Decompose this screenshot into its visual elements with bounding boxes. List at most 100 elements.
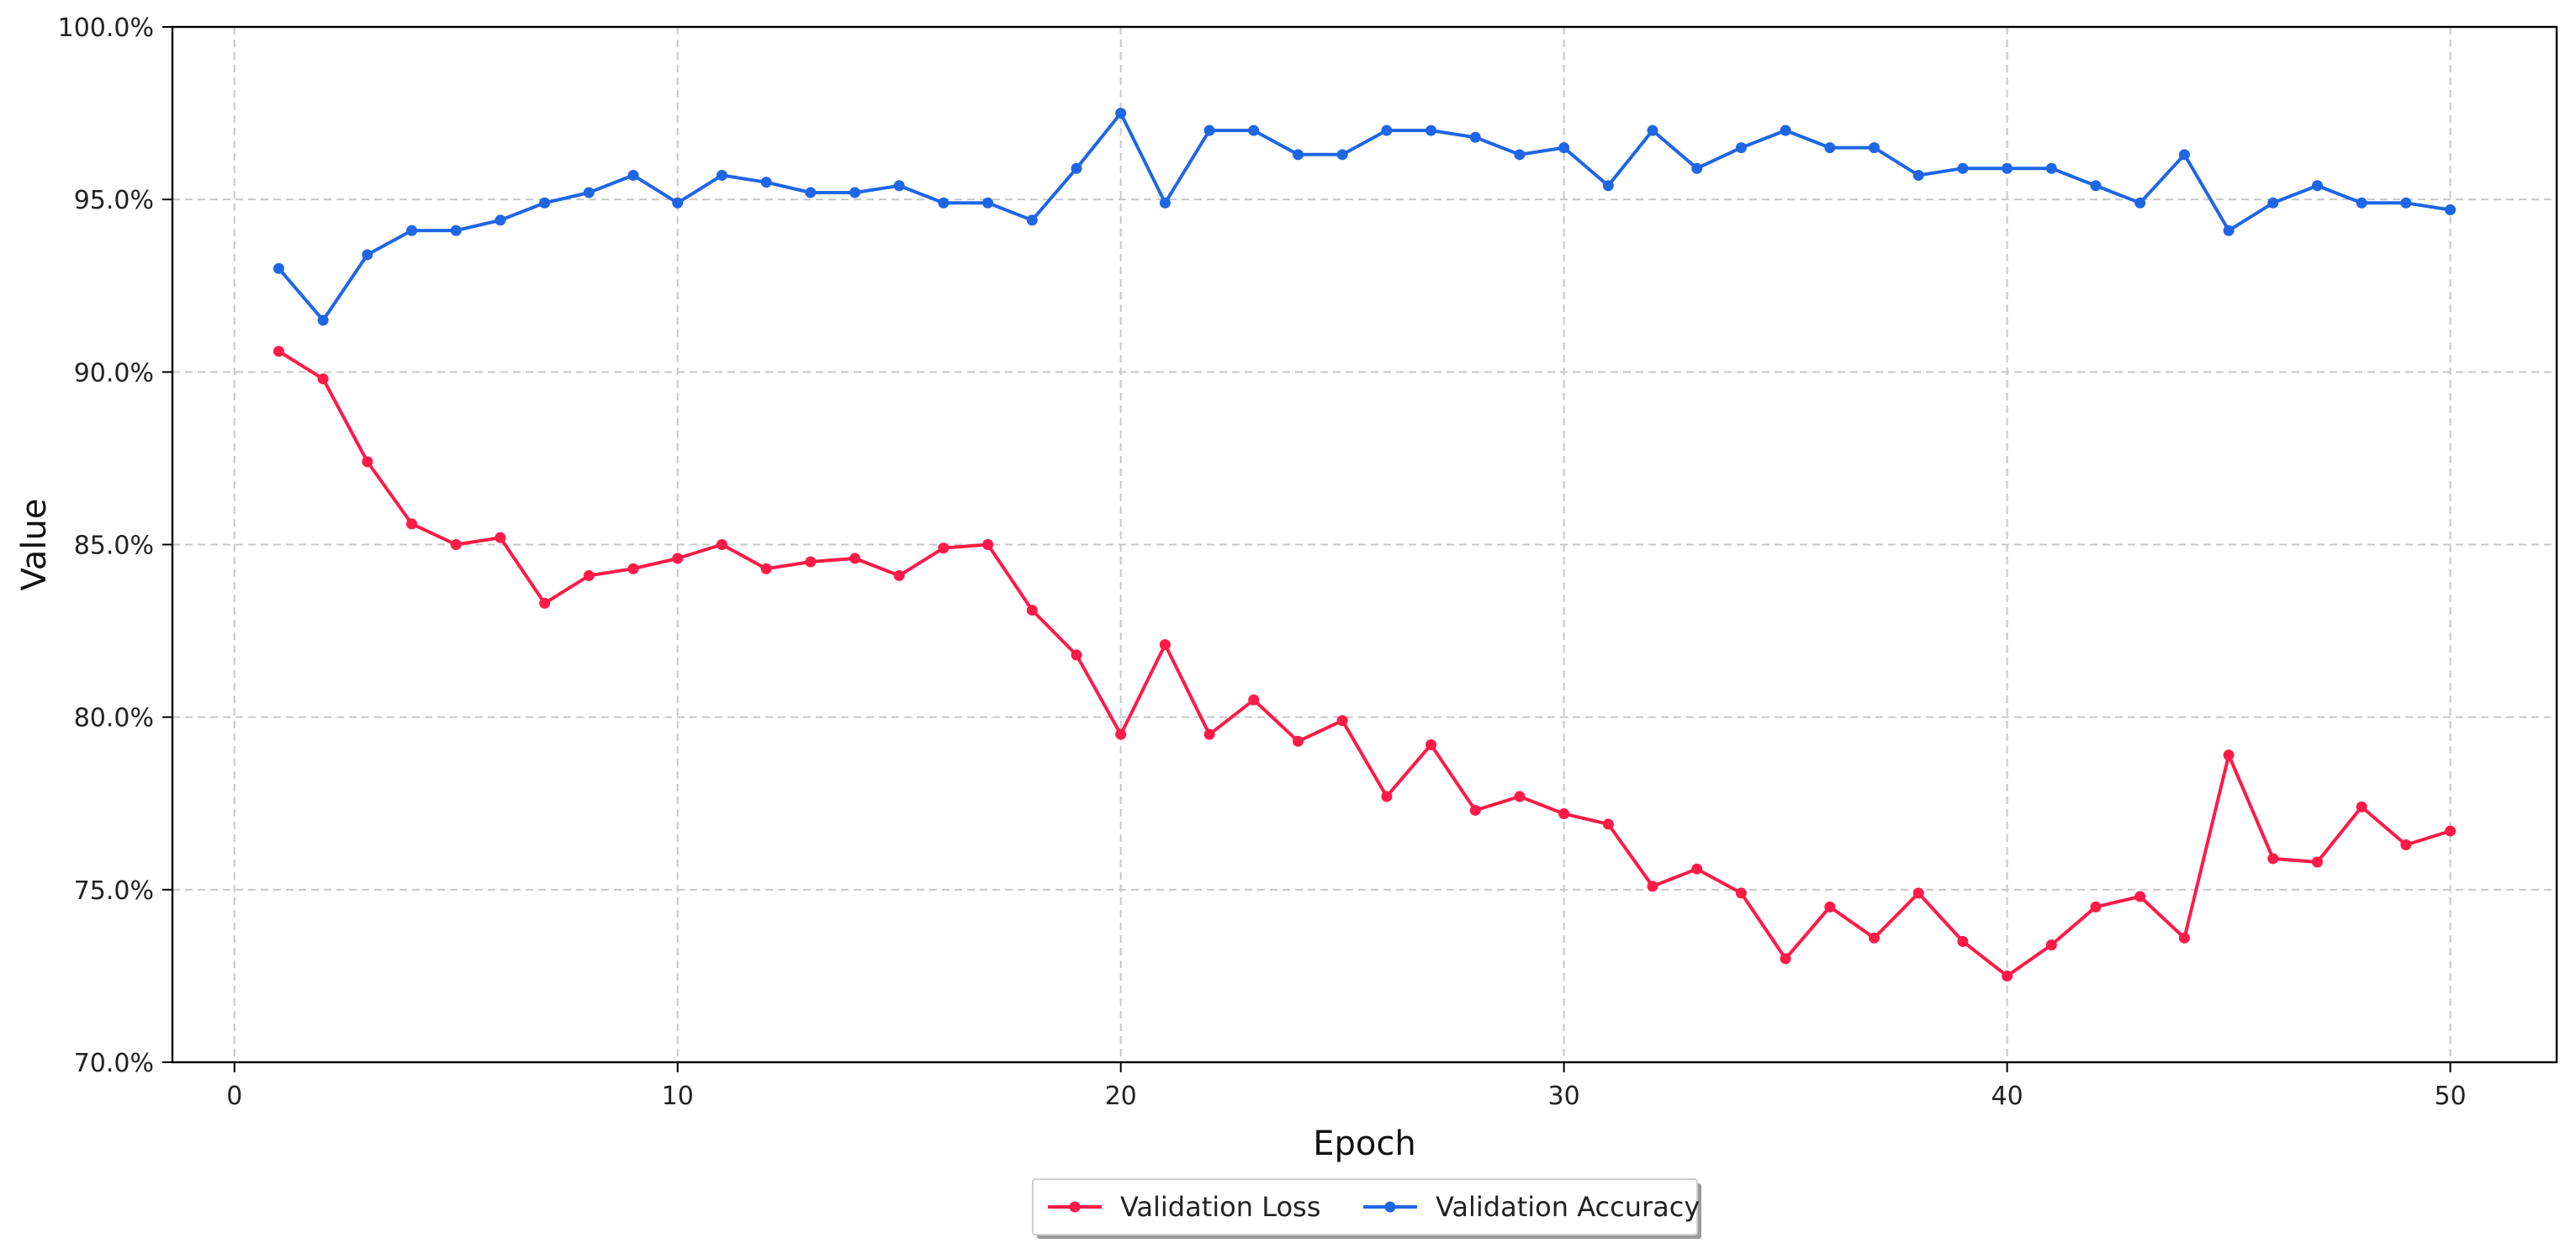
data-point [1514, 791, 1526, 802]
legend: Validation Loss Validation Accuracy [1032, 1178, 1701, 1239]
data-point [272, 346, 284, 357]
data-point [1735, 142, 1747, 154]
data-point [1957, 162, 1969, 174]
y-tick-label: 90.0% [74, 358, 154, 388]
data-point [317, 373, 329, 385]
data-point [1336, 715, 1348, 727]
y-axis-title: Value [15, 499, 54, 591]
data-point [1336, 149, 1348, 161]
data-point [583, 187, 595, 198]
data-point [495, 214, 506, 226]
data-point [2090, 180, 2102, 192]
data-point [2267, 853, 2279, 865]
data-point [1558, 808, 1570, 820]
data-point [982, 197, 994, 209]
data-point [1691, 863, 1703, 875]
data-point [317, 315, 329, 326]
x-tick-label: 20 [1105, 1082, 1137, 1111]
data-point [2356, 801, 2367, 812]
data-point [2178, 149, 2190, 161]
data-point [1381, 124, 1393, 136]
data-point [1824, 142, 1836, 154]
y-tick-label: 80.0% [74, 704, 154, 733]
data-point [1026, 604, 1038, 616]
data-point [1071, 162, 1082, 174]
data-point [938, 197, 949, 209]
data-point [1159, 638, 1171, 650]
data-point [2445, 204, 2457, 215]
data-point [672, 197, 684, 209]
data-point [849, 553, 861, 564]
y-tick-label: 85.0% [74, 532, 154, 561]
data-point [1115, 108, 1127, 119]
data-point [2134, 197, 2146, 209]
data-point [2002, 970, 2013, 982]
data-point [982, 539, 994, 550]
data-point [2400, 197, 2412, 209]
data-point [760, 177, 772, 188]
data-point [805, 556, 817, 568]
data-point [1957, 935, 1969, 947]
data-point [1735, 887, 1747, 899]
legend-swatch-marker [1384, 1201, 1396, 1213]
data-point [495, 532, 506, 543]
data-point [1071, 649, 1082, 661]
data-point [583, 569, 595, 581]
x-tick-label: 40 [1991, 1082, 2023, 1111]
data-point [1691, 162, 1703, 174]
data-point [1868, 932, 1880, 944]
data-point [2223, 225, 2235, 236]
x-tick-label: 30 [1548, 1082, 1580, 1111]
data-point [805, 187, 817, 198]
data-point [627, 169, 639, 181]
data-point [2267, 197, 2279, 209]
legend-label: Validation Accuracy [1436, 1191, 1700, 1223]
data-point [2445, 825, 2457, 837]
data-point [1248, 124, 1260, 136]
axis-ticks: 0 10 20 30 40 50 70.0% 75.0% 80.0% 85.0% 90.0% 95.0… [58, 13, 2467, 1111]
data-point [1912, 887, 1924, 899]
data-point [2311, 856, 2323, 868]
x-tick-label: 0 [226, 1082, 242, 1111]
y-tick-label: 70.0% [74, 1049, 154, 1078]
data-point [672, 553, 684, 564]
data-point [406, 225, 418, 236]
data-point [1426, 124, 1437, 136]
y-tick-label: 100.0% [58, 13, 154, 43]
y-tick-label: 95.0% [74, 186, 154, 215]
data-point [1248, 694, 1260, 706]
data-point [1026, 214, 1038, 226]
data-point [272, 262, 284, 274]
legend-label: Validation Loss [1120, 1191, 1320, 1223]
data-point [1203, 728, 1215, 740]
data-point [1426, 738, 1437, 750]
y-tick-label: 75.0% [74, 876, 154, 906]
data-point [2400, 839, 2412, 850]
data-point [1824, 901, 1836, 913]
data-point [1558, 142, 1570, 154]
data-point [938, 542, 949, 554]
data-point [1514, 149, 1526, 161]
x-tick-label: 10 [662, 1082, 694, 1111]
data-point [1292, 149, 1304, 161]
data-point [849, 187, 861, 198]
x-axis-title: Epoch [1313, 1124, 1415, 1163]
data-point [1868, 142, 1880, 154]
data-point [1115, 728, 1127, 740]
data-point [2134, 891, 2146, 902]
data-point [1469, 131, 1481, 143]
data-point [2223, 749, 2235, 761]
data-point [2311, 180, 2323, 192]
data-point [450, 539, 462, 550]
data-point [1381, 791, 1393, 802]
data-point [1469, 804, 1481, 816]
data-point [1647, 124, 1658, 136]
data-point [1602, 818, 1614, 830]
data-point [1602, 180, 1614, 192]
series-group [272, 108, 2457, 982]
data-point [2090, 901, 2102, 913]
data-point [362, 456, 373, 468]
data-point [1647, 881, 1658, 892]
data-point [1203, 124, 1215, 136]
